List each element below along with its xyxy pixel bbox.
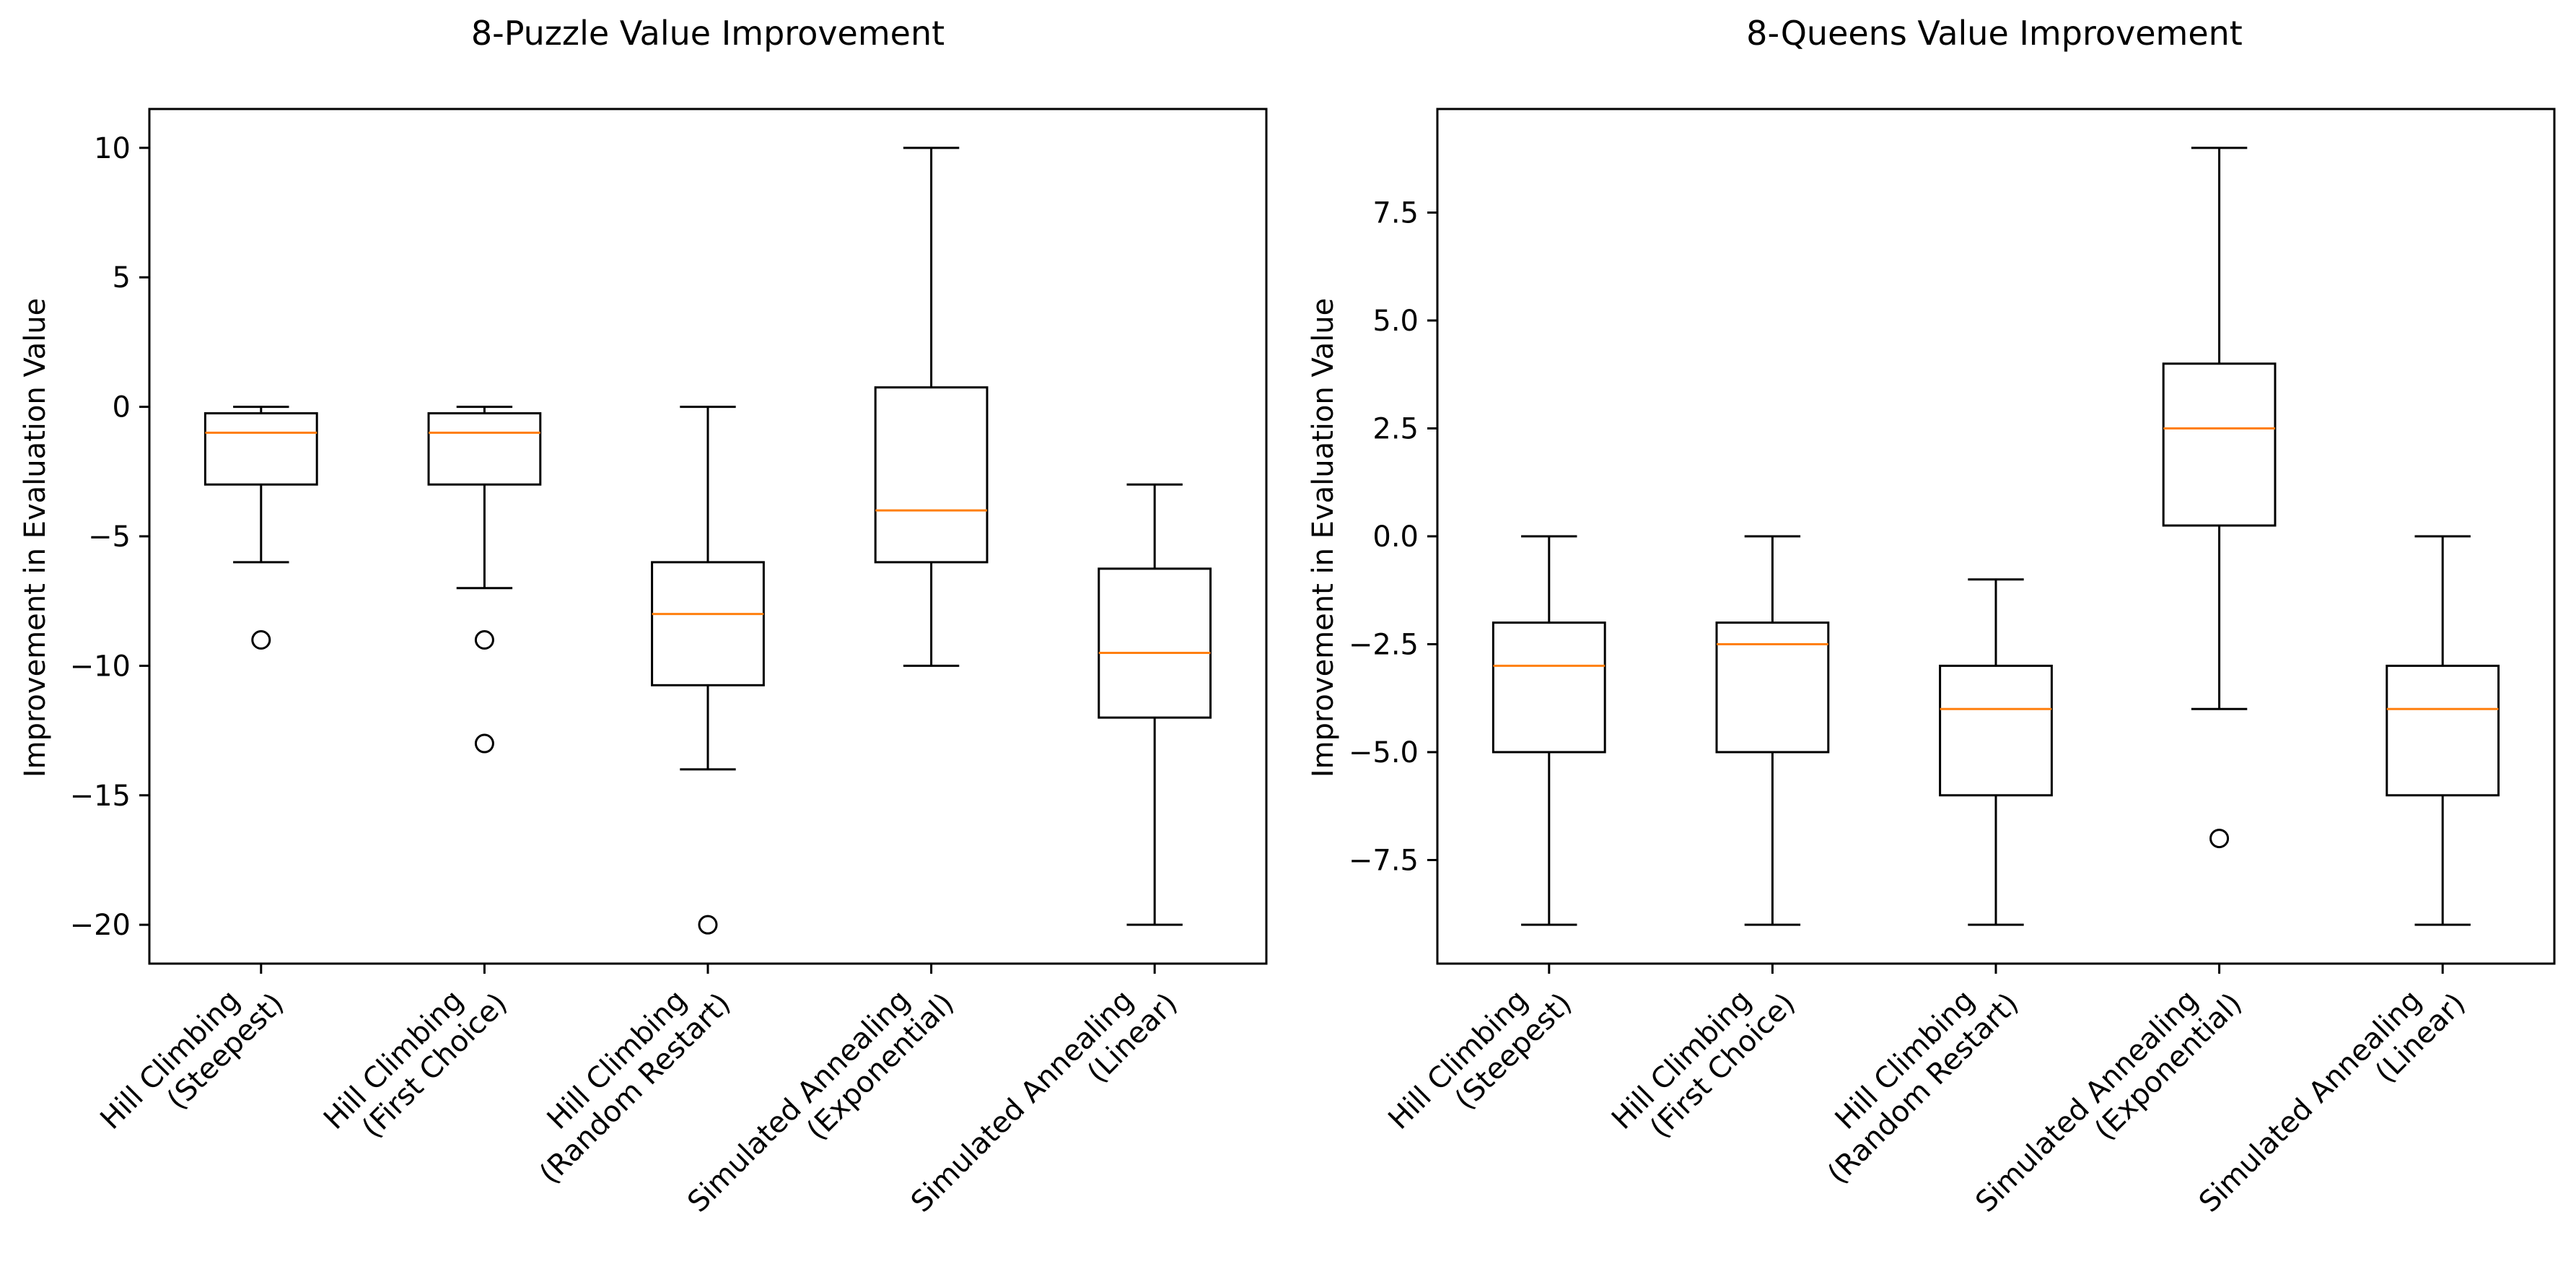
box-body bbox=[1491, 621, 1606, 754]
y-tick-label: −7.5 bbox=[1349, 844, 1419, 877]
outlier-point bbox=[474, 733, 494, 754]
box-1 bbox=[203, 406, 318, 650]
box-3 bbox=[651, 406, 765, 935]
box-4 bbox=[874, 147, 989, 667]
box-body bbox=[1715, 621, 1830, 754]
box-body bbox=[1939, 664, 2053, 797]
outlier-point bbox=[474, 630, 494, 650]
outlier-point bbox=[698, 915, 718, 935]
box-4 bbox=[2162, 147, 2277, 849]
box-2 bbox=[427, 406, 542, 754]
y-tick-label: −20 bbox=[70, 909, 131, 942]
box-body bbox=[651, 561, 765, 686]
y-tick-label: 2.5 bbox=[1372, 413, 1419, 446]
box-body bbox=[874, 386, 989, 564]
box-2 bbox=[1715, 535, 1830, 926]
box-3 bbox=[1939, 578, 2053, 926]
y-tick-label: 5.0 bbox=[1372, 305, 1419, 338]
y-tick-label: −5 bbox=[88, 520, 131, 554]
chart-title: 8-Queens Value Improvement bbox=[1746, 14, 2243, 53]
box-5 bbox=[2386, 535, 2500, 926]
outlier-point bbox=[251, 630, 271, 650]
y-axis-label: Improvement in Evaluation Value bbox=[1307, 298, 1340, 778]
box-body bbox=[427, 412, 542, 486]
box-5 bbox=[1098, 483, 1212, 926]
y-tick-label: 0 bbox=[113, 391, 131, 424]
box-body bbox=[2162, 362, 2277, 527]
y-tick-label: −2.5 bbox=[1349, 628, 1419, 661]
y-tick-label: 5 bbox=[113, 261, 131, 294]
box-body bbox=[203, 412, 318, 486]
y-tick-label: −10 bbox=[70, 650, 131, 683]
y-tick-label: 10 bbox=[94, 132, 131, 165]
chart-title: 8-Puzzle Value Improvement bbox=[471, 14, 945, 53]
y-tick-label: −5.0 bbox=[1349, 736, 1419, 769]
outlier-point bbox=[2209, 829, 2230, 849]
y-tick-label: 7.5 bbox=[1372, 197, 1419, 230]
y-axis-label: Improvement in Evaluation Value bbox=[19, 298, 52, 778]
box-body bbox=[2386, 664, 2500, 797]
box-body bbox=[1098, 567, 1212, 719]
box-1 bbox=[1491, 535, 1606, 926]
y-tick-label: 0.0 bbox=[1372, 520, 1419, 554]
y-tick-label: −15 bbox=[70, 780, 131, 813]
